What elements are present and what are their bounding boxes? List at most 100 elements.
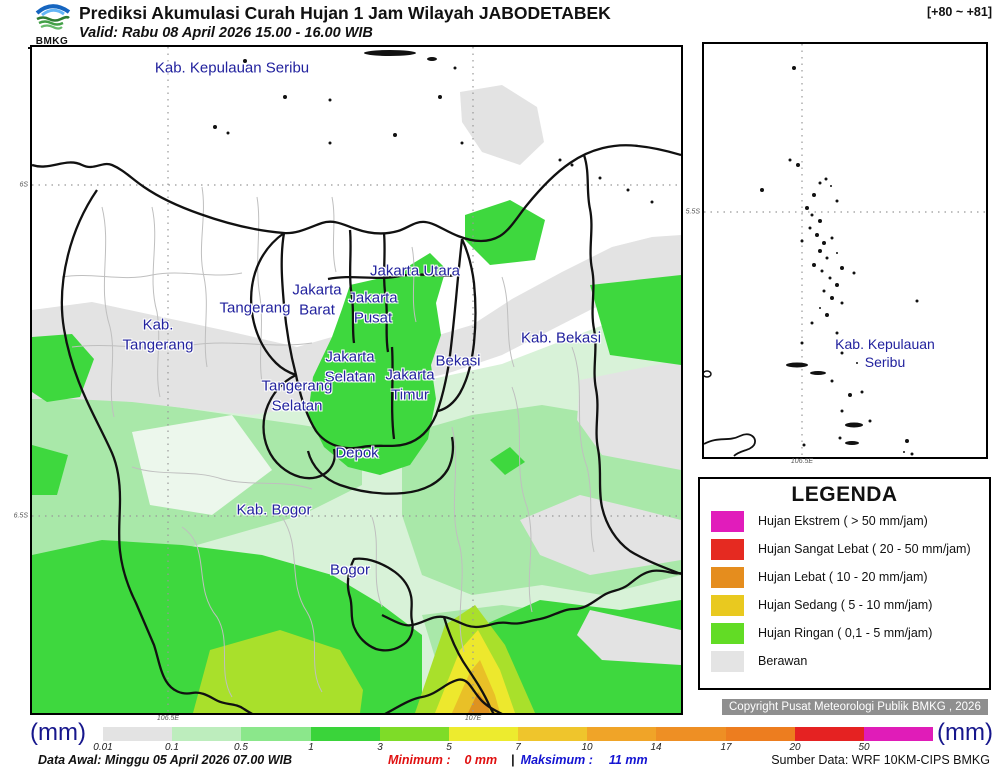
label-kab-kepulauan-seribu: Kab. Kepulauan Seribu	[154, 59, 310, 77]
inset-graticule	[704, 44, 986, 457]
colorbar-segment	[863, 727, 934, 741]
colorbar-tick: 20	[789, 742, 801, 753]
admin-boundaries	[31, 144, 682, 719]
inset-label-kab-kepulauan-seribu: Kab. Kepulauan Seribu	[835, 335, 935, 370]
colorbar-tick: 10	[581, 742, 593, 753]
valid-time-line: Valid: Rabu 08 April 2026 15.00 - 16.00 …	[79, 25, 373, 41]
legend-swatch-ekstrem	[711, 510, 744, 532]
label-kab-bekasi: Kab. Bekasi	[520, 329, 602, 347]
jakarta-border	[280, 232, 464, 450]
lon-tick-106-5e: 106.5E	[156, 715, 180, 722]
label-bekasi: Bekasi	[435, 352, 481, 370]
inset-island-outline	[702, 370, 712, 378]
depok-border	[306, 436, 455, 495]
legend-swatch-lebat	[711, 566, 744, 588]
main-map-canvas	[31, 47, 682, 719]
label-jakarta-utara: Jakarta Utara	[369, 262, 461, 280]
kab-bekasi-east-border	[582, 154, 682, 576]
legend-swatch-berawan	[711, 650, 744, 672]
data-awal-line: Data Awal: Minggu 05 April 2026 07.00 WI…	[38, 753, 293, 767]
rain-shading	[32, 85, 681, 713]
maksimum-label: Maksimum :	[520, 753, 593, 767]
tangsel-border	[262, 373, 336, 480]
colorbar-segment	[310, 727, 380, 741]
inset-islands	[760, 66, 919, 456]
bekasi-city-border	[437, 238, 477, 413]
bmkg-logo-mark	[35, 4, 71, 30]
kab-tangerang-west-border	[60, 189, 259, 719]
lat-tick-6-5s: 6.5S	[13, 512, 28, 520]
bmkg-logo: BMKG	[28, 2, 76, 49]
legend-box: LEGENDA Hujan Ekstrem ( > 50 mm/jam) Huj…	[698, 477, 991, 690]
copyright-badge: Copyright Pusat Meteorologi Publik BMKG …	[722, 699, 988, 715]
legend-row-sangat-lebat: Hujan Sangat Lebat ( 20 - 50 mm/jam)	[700, 535, 989, 563]
colorbar-segment	[241, 727, 311, 741]
min-max-separator: |	[511, 753, 515, 767]
colorbar-segment	[518, 727, 588, 741]
legend-swatch-ringan	[711, 622, 744, 644]
colorbar-segment	[448, 727, 519, 741]
min-max-line: Minimum : 0 mm | Maksimum : 11 mm	[388, 753, 648, 767]
lat-tick-6s: 6S	[19, 181, 28, 189]
colorbar-tick: 5	[446, 742, 452, 753]
legend-label-lebat: Hujan Lebat ( 10 - 20 mm/jam)	[758, 570, 928, 584]
legend-swatch-sedang	[711, 594, 744, 616]
colorbar-tick: 0.01	[93, 742, 113, 753]
minimum-value: 0 mm	[464, 753, 498, 767]
main-map: Kab. Kepulauan Seribu Kab. Tangerang Tan…	[30, 45, 683, 719]
legend-label-berawan: Berawan	[758, 654, 808, 668]
legend-swatch-sangat-lebat	[711, 538, 744, 560]
label-kab-bogor: Kab. Bogor	[236, 501, 312, 519]
legend-row-lebat: Hujan Lebat ( 10 - 20 mm/jam)	[700, 563, 989, 591]
sumber-data-line: Sumber Data: WRF 10KM-CIPS BMKG	[771, 753, 990, 767]
coastline	[31, 144, 682, 243]
colorbar-segment	[379, 727, 449, 741]
colorbar	[103, 727, 934, 741]
inset-map-canvas	[702, 44, 986, 457]
inset-map: Kab. Kepulauan Seribu	[702, 42, 988, 459]
maksimum-value: 11 mm	[608, 753, 648, 767]
label-jakarta-barat: Jakarta Barat	[292, 281, 342, 319]
lon-tick-107e: 107E	[464, 715, 482, 722]
colorbar-segment	[656, 727, 726, 741]
legend-label-sedang: Hujan Sedang ( 5 - 10 mm/jam)	[758, 598, 933, 612]
colorbar-tick: 17	[720, 742, 732, 753]
legend-row-berawan: Berawan	[700, 647, 989, 675]
legend-title: LEGENDA	[791, 483, 898, 506]
label-jakarta-timur: Jakarta Timur	[385, 366, 435, 404]
label-tangerang: Tangerang	[219, 299, 291, 317]
label-tangerang-selatan: Tangerang Selatan	[261, 377, 333, 415]
label-depok: Depok	[335, 444, 379, 462]
legend-label-ekstrem: Hujan Ekstrem ( > 50 mm/jam)	[758, 514, 928, 528]
colorbar-segment	[794, 727, 864, 741]
colorbar-tick: 1	[308, 742, 314, 753]
colorbar-segment	[172, 727, 242, 741]
colorbar-tick: 50	[858, 742, 870, 753]
colorbar-segment	[103, 727, 173, 741]
colorbar-ticks: 0.01 0.1 0.5 1 3 5 7 10 14 17 20 50	[93, 742, 933, 754]
kab-bogor-south-border	[381, 569, 682, 629]
colorbar-tick: 7	[515, 742, 521, 753]
colorbar-segment	[725, 727, 795, 741]
forecast-hour-range: [+80 ~ +81]	[927, 5, 992, 19]
colorbar-unit-right: (mm)	[937, 719, 993, 746]
legend-label-ringan: Hujan Ringan ( 0,1 - 5 mm/jam)	[758, 626, 933, 640]
colorbar-segment	[587, 727, 657, 741]
islands	[213, 50, 654, 204]
district-boundaries	[61, 186, 595, 698]
inset-coastline	[703, 433, 756, 457]
label-jakarta-selatan: Jakarta Selatan	[324, 348, 376, 386]
colorbar-unit-left: (mm)	[30, 719, 86, 746]
bogor-city-border	[346, 557, 414, 652]
legend-row-ekstrem: Hujan Ekstrem ( > 50 mm/jam)	[700, 507, 989, 535]
legend-row-ringan: Hujan Ringan ( 0,1 - 5 mm/jam)	[700, 619, 989, 647]
colorbar-tick: 3	[377, 742, 383, 753]
label-kab-tangerang: Kab. Tangerang	[122, 316, 194, 354]
graticule	[32, 47, 681, 713]
legend-row-sedang: Hujan Sedang ( 5 - 10 mm/jam)	[700, 591, 989, 619]
tangerang-city-border	[249, 232, 297, 377]
colorbar-tick: 0.1	[165, 742, 179, 753]
page-title: Prediksi Akumulasi Curah Hujan 1 Jam Wil…	[79, 3, 611, 23]
colorbar-tick: 14	[650, 742, 662, 753]
